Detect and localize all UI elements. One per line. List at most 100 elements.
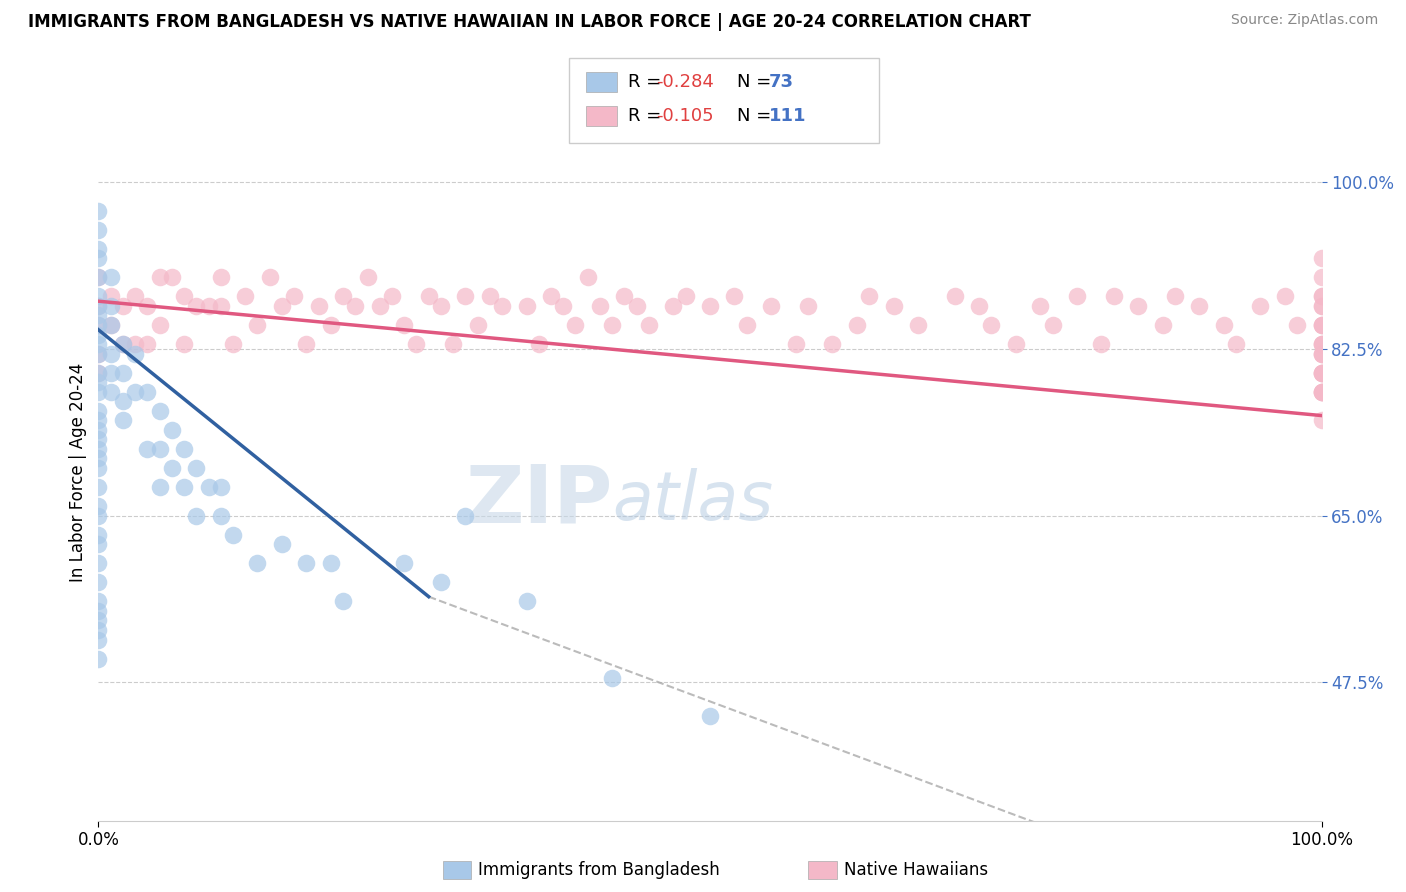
Point <box>209 299 232 313</box>
Point <box>467 318 489 332</box>
Point <box>308 299 330 313</box>
Point <box>1310 337 1333 351</box>
Point <box>209 508 232 523</box>
Point <box>186 461 208 475</box>
Point <box>1310 366 1333 380</box>
Point <box>1274 289 1296 303</box>
Point <box>356 270 378 285</box>
Point <box>1286 318 1309 332</box>
Point <box>515 299 537 313</box>
Point <box>1188 299 1211 313</box>
Point <box>233 289 256 303</box>
Text: 73: 73 <box>769 73 794 91</box>
Point <box>270 537 294 551</box>
Point <box>626 299 648 313</box>
Point <box>87 537 110 551</box>
Point <box>1310 366 1333 380</box>
Point <box>173 480 195 494</box>
Point <box>100 289 122 303</box>
Point <box>1310 384 1333 399</box>
Point <box>149 442 172 456</box>
Text: -0.105: -0.105 <box>657 107 714 125</box>
Point <box>675 289 697 303</box>
Point <box>222 527 245 541</box>
Text: Immigrants from Bangladesh: Immigrants from Bangladesh <box>478 861 720 879</box>
Point <box>124 289 146 303</box>
Point <box>87 366 110 380</box>
Point <box>662 299 685 313</box>
Point <box>858 289 880 303</box>
Point <box>283 289 305 303</box>
Point <box>392 557 416 571</box>
Point <box>111 337 134 351</box>
Point <box>160 461 183 475</box>
Point <box>136 442 159 456</box>
Point <box>723 289 745 303</box>
Point <box>980 318 1002 332</box>
Point <box>491 299 513 313</box>
Point <box>1225 337 1247 351</box>
Point <box>197 299 219 313</box>
Point <box>87 270 110 285</box>
Point <box>222 337 245 351</box>
Point <box>111 413 134 427</box>
Point <box>87 337 110 351</box>
Point <box>87 423 110 437</box>
Point <box>149 270 172 285</box>
Point <box>87 499 110 513</box>
Point <box>87 651 110 665</box>
Text: IMMIGRANTS FROM BANGLADESH VS NATIVE HAWAIIAN IN LABOR FORCE | AGE 20-24 CORRELA: IMMIGRANTS FROM BANGLADESH VS NATIVE HAW… <box>28 13 1031 31</box>
Text: R =: R = <box>628 107 668 125</box>
Point <box>637 318 661 332</box>
Point <box>845 318 868 332</box>
Point <box>699 299 721 313</box>
Point <box>111 337 134 351</box>
Point <box>1310 337 1333 351</box>
Point <box>600 671 623 685</box>
Point <box>454 508 477 523</box>
Point <box>246 557 269 571</box>
Point <box>87 461 110 475</box>
Point <box>100 270 122 285</box>
Point <box>553 299 575 313</box>
Point <box>589 299 612 313</box>
Point <box>1310 270 1333 285</box>
Point <box>1310 337 1333 351</box>
Point <box>368 299 391 313</box>
Point <box>209 270 232 285</box>
Point <box>1004 337 1026 351</box>
Text: Native Hawaiians: Native Hawaiians <box>844 861 988 879</box>
Point <box>478 289 501 303</box>
Point <box>295 557 318 571</box>
Point <box>87 318 110 332</box>
Point <box>1310 346 1333 360</box>
Point <box>1310 252 1333 266</box>
Point <box>111 299 134 313</box>
Point <box>1310 366 1333 380</box>
Point <box>600 318 623 332</box>
Point <box>699 708 721 723</box>
Point <box>87 604 110 618</box>
Point <box>1310 299 1333 313</box>
Point <box>124 346 146 360</box>
Point <box>1128 299 1150 313</box>
Point <box>186 508 208 523</box>
Point <box>173 337 195 351</box>
Point <box>87 480 110 494</box>
Point <box>1042 318 1064 332</box>
Point <box>111 366 134 380</box>
Point <box>943 289 966 303</box>
Point <box>100 318 122 332</box>
Point <box>1310 318 1333 332</box>
Point <box>1029 299 1052 313</box>
Point <box>100 318 122 332</box>
Point <box>100 299 122 313</box>
Point <box>87 299 110 313</box>
Point <box>87 384 110 399</box>
Point <box>1152 318 1174 332</box>
Text: N =: N = <box>737 73 776 91</box>
Point <box>1212 318 1234 332</box>
Point <box>149 480 172 494</box>
Point <box>270 299 294 313</box>
Text: ZIP: ZIP <box>465 461 612 540</box>
